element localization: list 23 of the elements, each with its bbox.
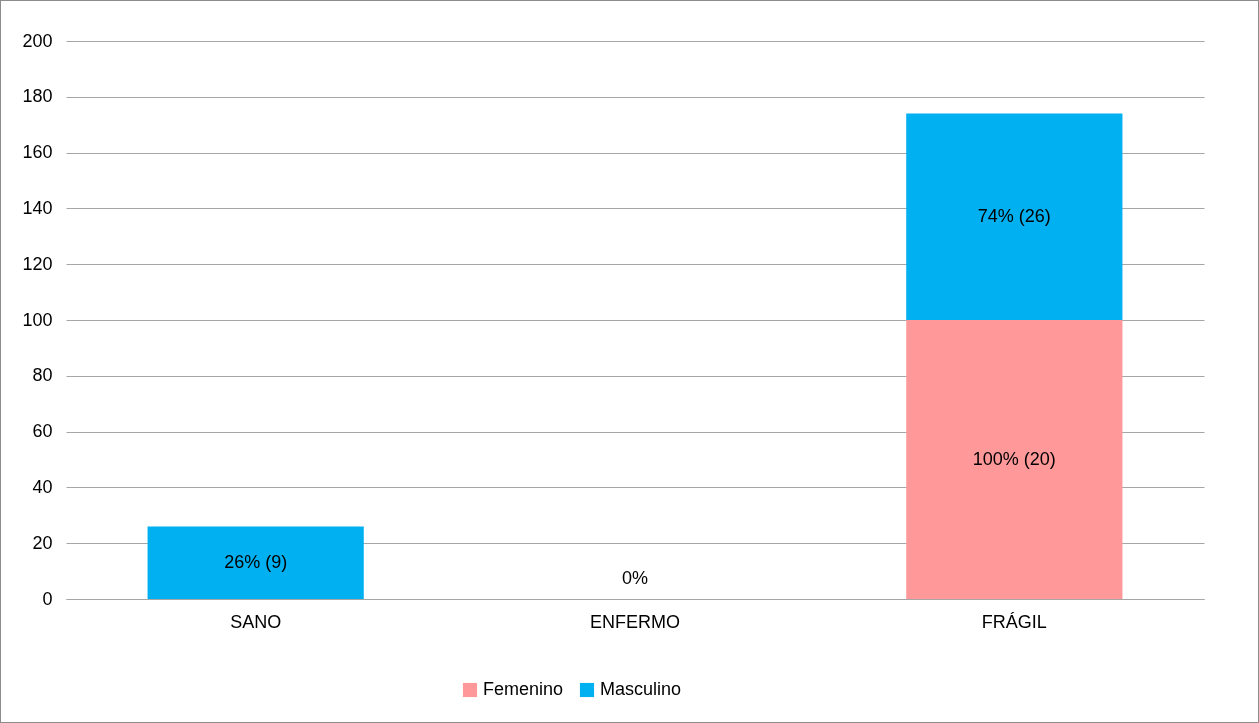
data-label: 0% — [621, 568, 649, 588]
y-tick-label: 40 — [32, 476, 53, 497]
legend-label: Femenino — [483, 679, 564, 699]
y-tick-label: 60 — [32, 421, 53, 442]
y-tick-label: 140 — [22, 197, 53, 218]
y-tick-label: 180 — [22, 86, 53, 107]
data-label: 74% (26) — [977, 205, 1051, 226]
data-label: 100% (20) — [972, 448, 1056, 469]
y-tick-label: 80 — [32, 365, 53, 386]
bar — [906, 320, 1123, 599]
bar — [147, 526, 364, 599]
y-tick-label: 200 — [22, 30, 53, 51]
y-tick-label: 20 — [32, 532, 53, 553]
data-label: 26% (9) — [224, 551, 288, 572]
y-tick-label: 0 — [42, 588, 53, 609]
legend-label: Masculino — [600, 679, 682, 699]
x-tick-label: SANO — [230, 611, 282, 632]
x-tick-label: FRÁGIL — [981, 611, 1047, 632]
y-tick-label: 120 — [22, 253, 53, 274]
bar — [906, 113, 1123, 320]
x-tick-label: ENFERMO — [590, 611, 680, 632]
y-tick-label: 100 — [22, 309, 53, 330]
y-tick-label: 160 — [22, 142, 53, 163]
